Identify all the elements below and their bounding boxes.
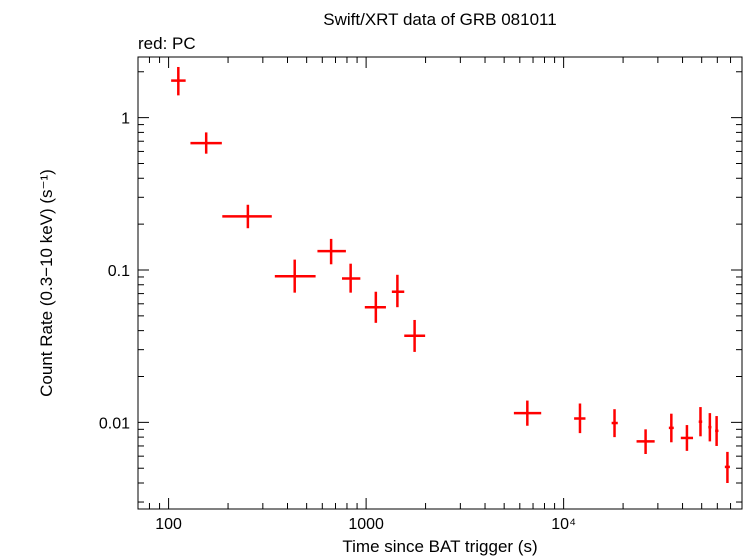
data-point [680,425,694,451]
data-point [342,263,361,293]
x-tick-label: 10⁴ [551,516,576,533]
data-point [611,409,618,438]
data-point [724,451,730,483]
data-point [668,413,674,443]
x-tick-label: 1000 [348,516,384,533]
data-point [513,400,542,426]
data-point [708,413,712,442]
chart-title: Swift/XRT data of GRB 081011 [323,10,556,29]
y-tick-label: 0.01 [99,415,130,432]
data-point [317,238,346,265]
data-point [222,204,272,229]
data-point [715,416,719,446]
y-tick-label: 1 [121,111,130,128]
data-point [274,259,316,293]
chart-subtitle: red: PC [138,34,196,53]
plot-frame [137,56,743,510]
y-axis-ticks: 1 0.1 0.01 [99,71,742,503]
y-axis-label: Count Rate (0.3−10 keV) (s⁻¹) [37,169,56,397]
data-point [190,132,222,154]
y-tick-label: 0.1 [108,263,130,280]
data-point [636,429,655,454]
data-point [574,403,586,434]
data-point [391,274,405,308]
data-point [404,319,426,352]
data-point [364,291,386,323]
data-point [698,407,703,437]
x-axis-ticks: 100 1000 10⁴ [137,57,743,533]
x-axis-label: Time since BAT trigger (s) [342,537,537,556]
data-point [171,66,186,96]
data-series-pc [171,66,730,483]
x-tick-label: 100 [155,516,182,533]
